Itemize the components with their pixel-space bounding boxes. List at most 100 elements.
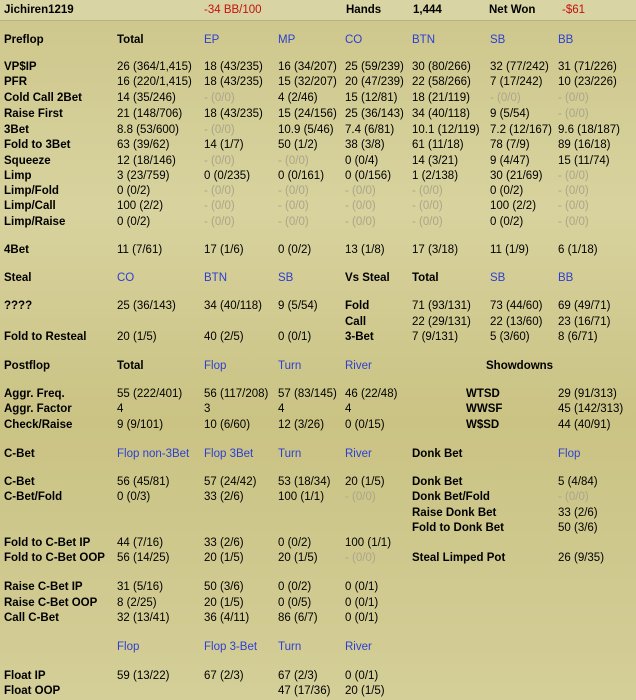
stat-value: 0 (0/235) [204,170,251,182]
stat-value: 20 (1/5) [204,597,244,609]
stat-value: 53 (18/34) [278,476,331,488]
stat-label: C-Bet [4,476,35,488]
stat-value: 100 (2/2) [490,200,537,212]
column-header-position: BTN [412,34,435,46]
stat-label: C-Bet/Fold [4,491,63,503]
stat-value: 0 (0/2) [117,185,151,197]
column-header: Turn [278,448,302,460]
stat-value: - (0/0) [558,170,589,182]
stat-label: Raise C-Bet OOP [4,597,98,609]
stat-value: 46 (22/48) [345,388,398,400]
stat-value: 25 (36/143) [117,300,176,312]
column-header-flop: Flop [558,448,581,460]
stat-label: ???? [4,300,33,312]
stat-value: 20 (1/5) [204,552,244,564]
stat-value: 0 (0/4) [345,155,379,167]
stat-value: 14 (1/7) [204,139,244,151]
stat-value: 57 (83/145) [278,388,337,400]
stat-label: Donk Bet/Fold [412,491,490,503]
stat-value: 20 (1/5) [345,476,385,488]
stat-label: Float IP [4,670,46,682]
stat-value: 14 (35/246) [117,92,176,104]
stat-value: 17 (1/6) [204,244,244,256]
stat-value: 78 (7/9) [490,139,530,151]
column-header-position: CO [117,272,135,284]
stat-value: 31 (5/16) [117,581,164,593]
stat-value: - (0/0) [490,92,521,104]
header-bar: Jichiren1219 -34 BB/100 Hands 1,444 Net … [0,0,636,21]
stat-value: 0 (0/2) [278,537,312,549]
stat-value: 1 (2/138) [412,170,459,182]
stat-value: 0 (0/3) [117,491,151,503]
column-header-position: EP [204,34,220,46]
stat-value: - (0/0) [345,200,376,212]
stat-value: 13 (1/8) [345,244,385,256]
stat-value: 18 (43/235) [204,61,263,73]
column-header-position: CO [345,34,363,46]
stat-value: 38 (3/8) [345,139,385,151]
stat-label: Donk Bet [412,476,463,488]
stat-value: 4 (2/46) [278,92,318,104]
stat-value: 23 (16/71) [558,316,611,328]
stat-value: 0 (0/5) [278,597,312,609]
stat-value: 15 (11/74) [558,155,610,167]
stat-value: 56 (117/208) [204,388,269,400]
column-header: Flop [204,360,227,372]
stat-value: 56 (45/81) [117,476,170,488]
stat-value: - (0/0) [204,200,235,212]
stat-value: - (0/0) [558,491,589,503]
column-header: Flop non-3Bet [117,448,190,460]
stat-value: 8 (2/25) [117,597,157,609]
stat-value: 7.2 (12/167) [490,124,553,136]
stat-value: 4 [117,403,124,415]
stat-value: 30 (80/266) [412,61,471,73]
stat-value: 86 (6/7) [278,612,318,624]
column-header: Turn [278,360,302,372]
stat-value: - (0/0) [558,216,589,228]
stat-value: 9 (9/101) [117,419,164,431]
stat-value: - (0/0) [204,185,235,197]
stat-value: 17 (3/18) [412,244,459,256]
stat-value: 100 (2/2) [117,200,164,212]
section-title-preflop: Preflop [4,34,44,46]
stat-label: VP$IP [4,61,37,73]
stat-value: 34 (40/118) [412,108,470,120]
column-header: Flop [117,641,140,653]
stat-label: Raise First [4,108,63,120]
stat-label: Check/Raise [4,419,73,431]
stat-value: 0 (0/2) [278,244,312,256]
column-header-position: BB [558,34,574,46]
stat-value: 7 (9/131) [412,331,459,343]
stat-value: 0 (0/1) [345,597,379,609]
stat-value: 36 (4/11) [204,612,250,624]
stat-label: Aggr. Freq. [4,388,65,400]
stat-label: Call [345,316,367,328]
stat-label: Limp/Call [4,200,56,212]
stat-value: 0 (0/156) [345,170,392,182]
stat-value: 45 (142/313) [558,403,624,415]
stat-label: WTSD [466,388,500,400]
stat-value: - (0/0) [345,185,376,197]
stat-value: 59 (13/22) [117,670,170,682]
stat-value: 0 (0/1) [278,331,312,343]
section-title-postflop: Postflop [4,360,50,372]
stat-value: 15 (32/207) [278,76,337,88]
stat-value: 16 (34/207) [278,61,337,73]
stat-label: Limp/Fold [4,185,59,197]
stat-value: 8.8 (53/600) [117,124,180,136]
stat-label: Squeeze [4,155,51,167]
stat-value: 67 (2/3) [204,670,244,682]
stat-label: 3Bet [4,124,29,136]
column-header: Total [117,360,144,372]
stat-value: 0 (0/1) [345,612,379,624]
stat-value: 8 (6/71) [558,331,598,343]
stat-label: PFR [4,76,27,88]
column-header-position: MP [278,34,296,46]
column-header: Total [412,272,439,284]
stat-value: 15 (24/156) [278,108,337,120]
stat-value: 26 (9/35) [558,552,605,564]
stat-value: 3 (23/759) [117,170,170,182]
stat-value: 100 (1/1) [345,537,392,549]
stat-value: 12 (18/146) [117,155,176,167]
column-header-position: SB [278,272,294,284]
